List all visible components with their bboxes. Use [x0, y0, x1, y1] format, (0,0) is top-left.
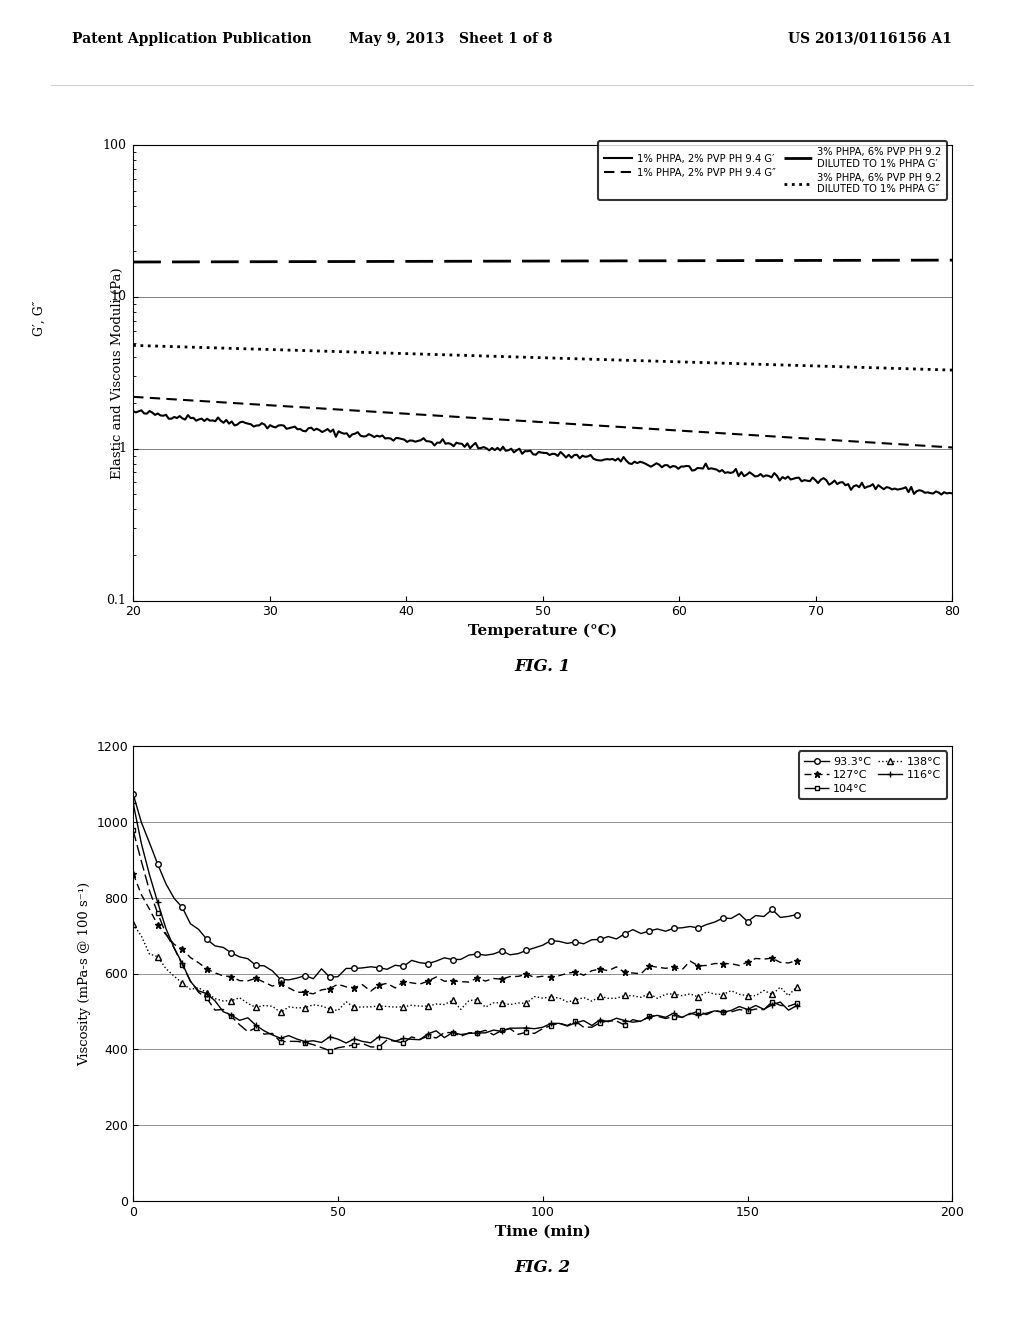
- 104°C: [307, 1036, 319, 1052]
- 116°C: [307, 1032, 319, 1048]
- Text: 1: 1: [118, 442, 126, 455]
- 138°C: [668, 986, 680, 1002]
- 104°C: [651, 1008, 664, 1024]
- 138°C: [791, 979, 803, 995]
- Text: US 2013/0116156 A1: US 2013/0116156 A1: [788, 32, 952, 46]
- Text: FIG. 1: FIG. 1: [515, 659, 570, 676]
- 104°C: [324, 1043, 336, 1059]
- Line: 127°C: 127°C: [130, 870, 800, 998]
- 138°C: [291, 1001, 303, 1016]
- 104°C: [791, 995, 803, 1011]
- 93.3°C: [127, 785, 139, 801]
- 116°C: [283, 1028, 295, 1044]
- 116°C: [127, 795, 139, 810]
- 127°C: [651, 960, 664, 975]
- 138°C: [315, 998, 328, 1014]
- 93.3°C: [651, 921, 664, 937]
- 104°C: [668, 1008, 680, 1024]
- Text: May 9, 2013   Sheet 1 of 8: May 9, 2013 Sheet 1 of 8: [349, 32, 552, 46]
- Text: 0.1: 0.1: [106, 594, 126, 607]
- 116°C: [651, 1007, 664, 1023]
- 93.3°C: [291, 970, 303, 986]
- 93.3°C: [791, 907, 803, 923]
- 127°C: [315, 982, 328, 998]
- 93.3°C: [324, 969, 336, 985]
- 93.3°C: [668, 920, 680, 936]
- Text: 10: 10: [111, 290, 126, 304]
- 127°C: [307, 986, 319, 1002]
- 116°C: [668, 1005, 680, 1020]
- 116°C: [791, 998, 803, 1014]
- 138°C: [274, 1005, 287, 1020]
- 93.3°C: [446, 952, 459, 968]
- Text: 100: 100: [102, 139, 126, 152]
- 127°C: [446, 973, 459, 989]
- 127°C: [791, 953, 803, 969]
- 93.3°C: [283, 972, 295, 987]
- Line: 116°C: 116°C: [130, 800, 800, 1047]
- 127°C: [283, 979, 295, 995]
- 138°C: [651, 990, 664, 1006]
- Text: FIG. 2: FIG. 2: [515, 1259, 570, 1276]
- Text: G′, G″: G′, G″: [33, 301, 45, 335]
- X-axis label: Time (min): Time (min): [495, 1225, 591, 1238]
- 138°C: [446, 993, 459, 1008]
- 104°C: [127, 822, 139, 838]
- Text: Patent Application Publication: Patent Application Publication: [72, 32, 311, 46]
- 127°C: [668, 960, 680, 975]
- Y-axis label: Viscosity (mPa-s @ 100 s⁻¹): Viscosity (mPa-s @ 100 s⁻¹): [78, 882, 91, 1065]
- 116°C: [446, 1024, 459, 1040]
- Line: 104°C: 104°C: [131, 828, 799, 1053]
- Legend: 1% PHPA, 2% PVP PH 9.4 G′, 1% PHPA, 2% PVP PH 9.4 G″, 3% PHPA, 6% PVP PH 9.2
DIL: 1% PHPA, 2% PVP PH 9.4 G′, 1% PHPA, 2% P…: [598, 141, 947, 201]
- 138°C: [324, 1001, 336, 1016]
- 93.3°C: [315, 961, 328, 977]
- 104°C: [315, 1040, 328, 1056]
- 104°C: [283, 1034, 295, 1049]
- 104°C: [446, 1024, 459, 1040]
- 138°C: [127, 916, 139, 932]
- X-axis label: Temperature (°C): Temperature (°C): [468, 624, 617, 639]
- 116°C: [315, 1035, 328, 1051]
- Y-axis label: Elastic and Viscous Moduli (Pa): Elastic and Viscous Moduli (Pa): [111, 267, 124, 479]
- 127°C: [127, 866, 139, 882]
- Legend: 93.3°C, 127°C, 104°C, 138°C, 116°C: 93.3°C, 127°C, 104°C, 138°C, 116°C: [799, 751, 947, 799]
- Line: 138°C: 138°C: [130, 921, 800, 1015]
- Line: 93.3°C: 93.3°C: [130, 791, 800, 982]
- 127°C: [324, 981, 336, 997]
- 116°C: [340, 1035, 352, 1051]
